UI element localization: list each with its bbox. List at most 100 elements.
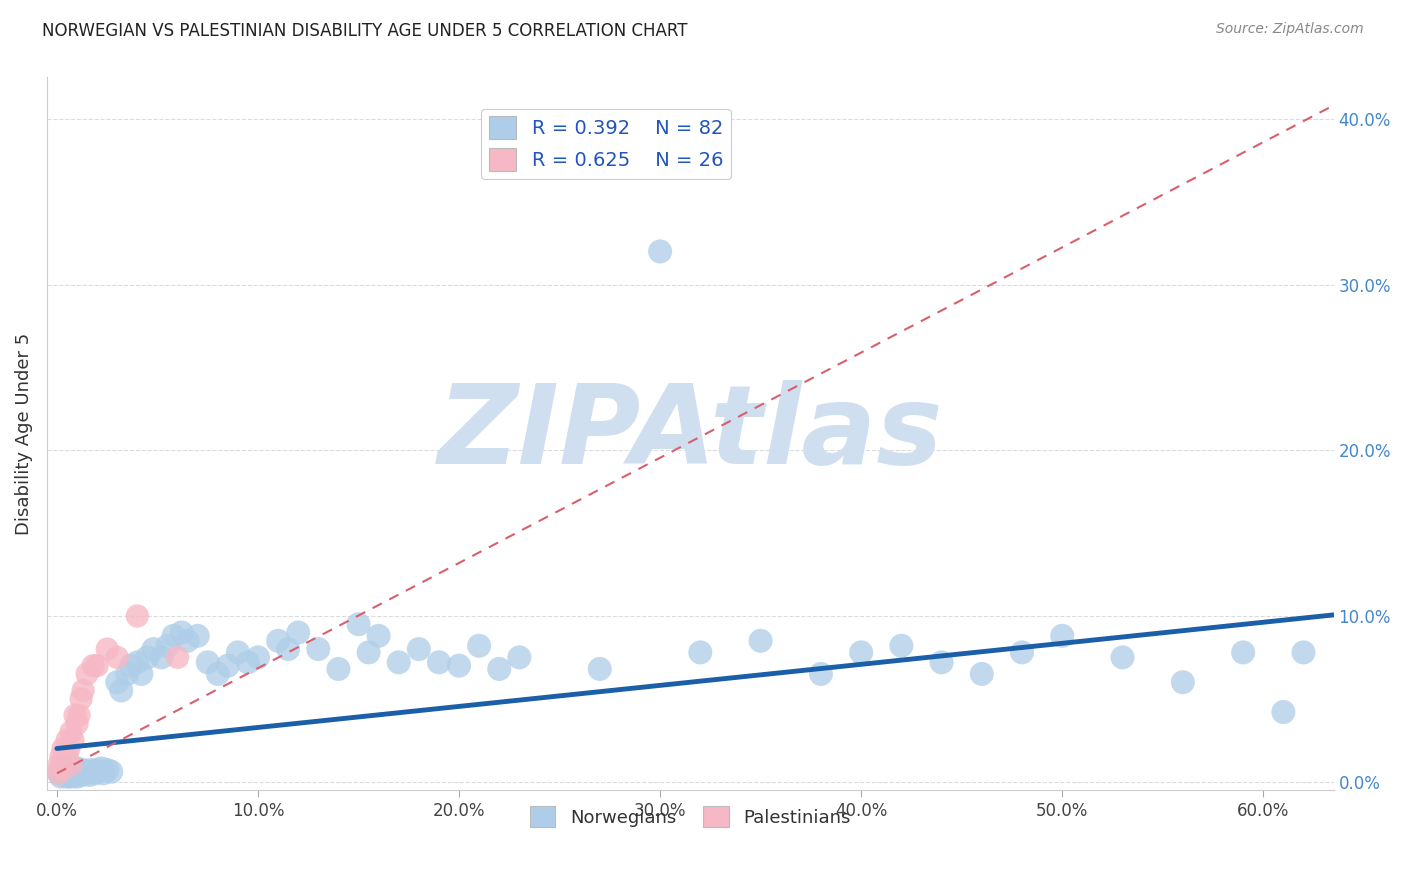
Point bbox=[53, 755, 76, 769]
Point bbox=[70, 768, 93, 782]
Point bbox=[170, 625, 193, 640]
Point bbox=[72, 683, 94, 698]
Point bbox=[162, 629, 184, 643]
Point bbox=[1050, 629, 1073, 643]
Point bbox=[217, 658, 239, 673]
Point bbox=[60, 764, 83, 779]
Point bbox=[77, 768, 100, 782]
Point bbox=[100, 764, 122, 779]
Point bbox=[66, 770, 89, 784]
Point bbox=[75, 766, 97, 780]
Point bbox=[62, 733, 84, 747]
Text: ZIPAtlas: ZIPAtlas bbox=[437, 380, 943, 487]
Point bbox=[70, 691, 93, 706]
Point bbox=[156, 639, 179, 653]
Point bbox=[277, 642, 299, 657]
Point bbox=[56, 770, 79, 784]
Point bbox=[127, 609, 149, 624]
Point bbox=[63, 768, 86, 782]
Point bbox=[67, 766, 90, 780]
Point bbox=[1171, 675, 1194, 690]
Point bbox=[236, 656, 259, 670]
Point bbox=[52, 758, 75, 772]
Point bbox=[197, 656, 219, 670]
Legend: Norwegians, Palestinians: Norwegians, Palestinians bbox=[523, 799, 858, 834]
Point bbox=[62, 766, 84, 780]
Point bbox=[96, 642, 118, 657]
Point bbox=[90, 761, 112, 775]
Point bbox=[52, 741, 75, 756]
Point bbox=[328, 662, 350, 676]
Text: Source: ZipAtlas.com: Source: ZipAtlas.com bbox=[1216, 22, 1364, 37]
Point bbox=[207, 667, 229, 681]
Point bbox=[56, 749, 79, 764]
Point bbox=[53, 764, 76, 779]
Point bbox=[890, 639, 912, 653]
Point bbox=[66, 716, 89, 731]
Point bbox=[82, 658, 104, 673]
Point bbox=[76, 764, 98, 779]
Point bbox=[63, 763, 86, 777]
Point bbox=[810, 667, 832, 681]
Point bbox=[267, 633, 290, 648]
Point bbox=[488, 662, 510, 676]
Point bbox=[60, 770, 83, 784]
Point bbox=[66, 761, 89, 775]
Point bbox=[120, 658, 142, 673]
Point bbox=[166, 650, 188, 665]
Point bbox=[48, 758, 70, 772]
Point bbox=[56, 733, 79, 747]
Point bbox=[52, 761, 75, 775]
Point bbox=[367, 629, 389, 643]
Point bbox=[388, 656, 411, 670]
Point bbox=[689, 645, 711, 659]
Point bbox=[80, 763, 103, 777]
Point bbox=[60, 758, 83, 772]
Point bbox=[347, 617, 370, 632]
Point bbox=[82, 764, 104, 779]
Point bbox=[142, 642, 165, 657]
Point bbox=[307, 642, 329, 657]
Point bbox=[1292, 645, 1315, 659]
Point bbox=[648, 244, 671, 259]
Point bbox=[49, 770, 72, 784]
Point bbox=[970, 667, 993, 681]
Y-axis label: Disability Age Under 5: Disability Age Under 5 bbox=[15, 333, 32, 535]
Point bbox=[931, 656, 953, 670]
Point bbox=[1232, 645, 1254, 659]
Point bbox=[84, 766, 107, 780]
Point bbox=[589, 662, 612, 676]
Point bbox=[1272, 705, 1295, 719]
Point bbox=[1011, 645, 1033, 659]
Point bbox=[849, 645, 872, 659]
Point bbox=[427, 656, 450, 670]
Point bbox=[447, 658, 470, 673]
Point bbox=[287, 625, 309, 640]
Point bbox=[86, 763, 108, 777]
Point bbox=[56, 763, 79, 777]
Point bbox=[127, 656, 149, 670]
Point bbox=[226, 645, 249, 659]
Point bbox=[187, 629, 209, 643]
Point bbox=[117, 667, 139, 681]
Point bbox=[76, 667, 98, 681]
Point bbox=[131, 667, 153, 681]
Point bbox=[67, 708, 90, 723]
Point bbox=[89, 764, 111, 779]
Point bbox=[136, 650, 159, 665]
Point bbox=[508, 650, 530, 665]
Point bbox=[49, 761, 72, 775]
Text: NORWEGIAN VS PALESTINIAN DISABILITY AGE UNDER 5 CORRELATION CHART: NORWEGIAN VS PALESTINIAN DISABILITY AGE … bbox=[42, 22, 688, 40]
Point bbox=[49, 749, 72, 764]
Point bbox=[408, 642, 430, 657]
Point bbox=[357, 645, 380, 659]
Point bbox=[60, 725, 83, 739]
Point bbox=[246, 650, 269, 665]
Point bbox=[48, 766, 70, 780]
Point bbox=[53, 745, 76, 759]
Point bbox=[105, 650, 128, 665]
Point bbox=[52, 768, 75, 782]
Point bbox=[468, 639, 491, 653]
Point bbox=[63, 708, 86, 723]
Point bbox=[96, 763, 118, 777]
